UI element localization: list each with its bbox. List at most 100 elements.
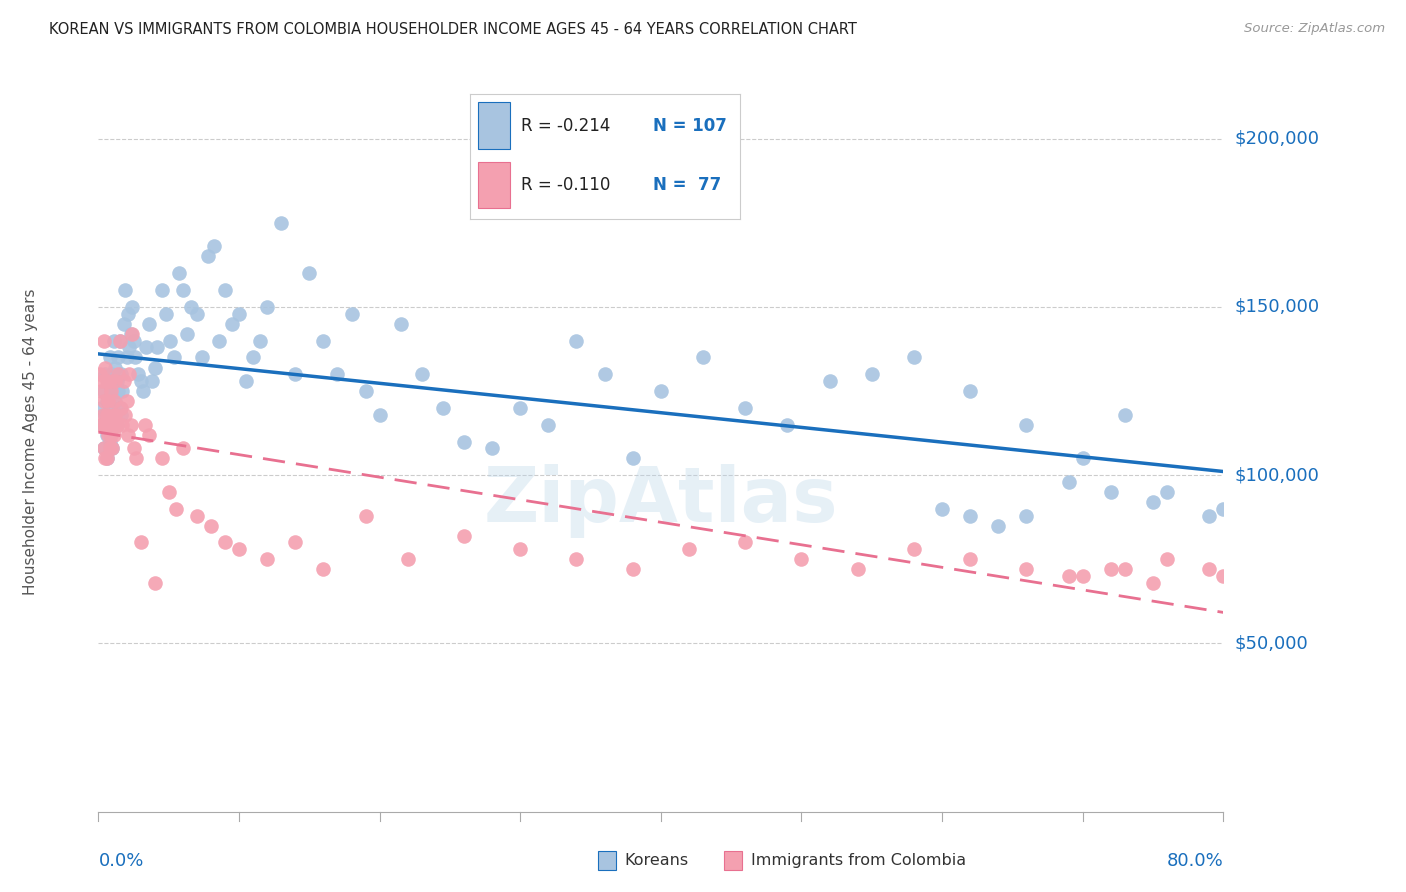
- Point: [104, 360, 127, 375]
- Point: [129, 535, 152, 549]
- Point: [112, 317, 135, 331]
- Point: [159, 334, 181, 348]
- Point: [97, 414, 120, 428]
- Point: [1071, 451, 1094, 466]
- Point: [165, 501, 187, 516]
- Point: [186, 508, 208, 523]
- Point: [100, 384, 122, 398]
- Point: [790, 552, 813, 566]
- Point: [1156, 485, 1178, 500]
- Point: [228, 542, 250, 557]
- Point: [90, 417, 112, 432]
- Text: Immigrants from Colombia: Immigrants from Colombia: [751, 853, 966, 868]
- Point: [389, 317, 412, 331]
- Point: [143, 360, 166, 375]
- Point: [91, 417, 114, 432]
- Point: [1212, 501, 1234, 516]
- Point: [120, 417, 142, 432]
- Point: [112, 374, 135, 388]
- Point: [120, 326, 142, 341]
- Point: [89, 368, 111, 382]
- Point: [312, 334, 335, 348]
- Point: [1015, 417, 1038, 432]
- Point: [453, 434, 475, 449]
- Point: [91, 374, 114, 388]
- Point: [214, 535, 236, 549]
- Point: [96, 408, 118, 422]
- Point: [368, 408, 391, 422]
- Point: [108, 334, 131, 348]
- Point: [94, 451, 117, 466]
- Point: [650, 384, 672, 398]
- Point: [150, 451, 173, 466]
- Point: [129, 374, 152, 388]
- Point: [734, 535, 756, 549]
- Point: [101, 442, 124, 456]
- Point: [509, 542, 531, 557]
- Point: [104, 394, 127, 409]
- Point: [100, 384, 122, 398]
- Point: [111, 417, 134, 432]
- Point: [1212, 569, 1234, 583]
- Point: [197, 250, 219, 264]
- Point: [110, 368, 132, 382]
- Point: [94, 368, 117, 382]
- Point: [146, 340, 169, 354]
- Point: [1057, 475, 1080, 489]
- Point: [621, 562, 644, 576]
- Point: [298, 266, 321, 280]
- Point: [1114, 562, 1136, 576]
- Point: [143, 575, 166, 590]
- Point: [94, 417, 117, 432]
- Point: [270, 216, 292, 230]
- Text: ZipAtlas: ZipAtlas: [484, 464, 838, 538]
- Point: [114, 408, 136, 422]
- Point: [180, 300, 202, 314]
- Point: [818, 374, 841, 388]
- Point: [565, 334, 588, 348]
- Point: [191, 351, 214, 365]
- Point: [221, 317, 243, 331]
- Point: [108, 334, 131, 348]
- Point: [202, 239, 225, 253]
- Point: [186, 307, 208, 321]
- Point: [1156, 552, 1178, 566]
- Point: [176, 326, 198, 341]
- Point: [98, 401, 121, 415]
- Text: 80.0%: 80.0%: [1167, 853, 1223, 871]
- Point: [98, 417, 121, 432]
- Point: [1114, 408, 1136, 422]
- Point: [1099, 485, 1122, 500]
- Point: [1071, 569, 1094, 583]
- Point: [111, 384, 134, 398]
- Point: [846, 562, 869, 576]
- Point: [256, 300, 278, 314]
- Point: [96, 451, 118, 466]
- Point: [1198, 508, 1220, 523]
- Point: [138, 317, 160, 331]
- Point: [100, 427, 122, 442]
- Point: [117, 427, 139, 442]
- Point: [959, 552, 981, 566]
- Point: [90, 384, 112, 398]
- Point: [104, 374, 127, 388]
- Point: [107, 384, 129, 398]
- Point: [172, 283, 194, 297]
- Point: [537, 417, 560, 432]
- Point: [593, 368, 616, 382]
- Point: [411, 368, 433, 382]
- Point: [200, 518, 222, 533]
- Point: [138, 427, 160, 442]
- Point: [117, 307, 139, 321]
- Point: [1142, 575, 1164, 590]
- Text: $150,000: $150,000: [1234, 298, 1319, 316]
- Point: [114, 283, 136, 297]
- Point: [96, 451, 118, 466]
- Point: [115, 394, 138, 409]
- Point: [167, 266, 190, 280]
- Point: [340, 307, 363, 321]
- Point: [1015, 508, 1038, 523]
- Point: [326, 368, 349, 382]
- Point: [103, 394, 125, 409]
- Point: [481, 442, 503, 456]
